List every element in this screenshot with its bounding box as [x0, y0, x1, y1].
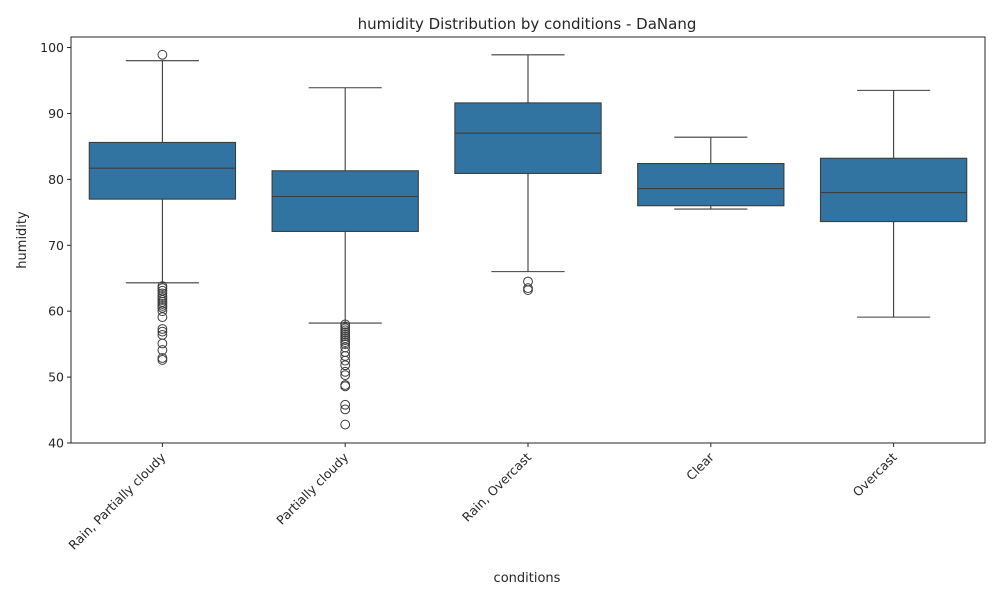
- y-tick-label: 80: [48, 172, 64, 187]
- outlier-point: [340, 355, 351, 366]
- outlier-point: [157, 355, 168, 365]
- outlier-point: [340, 399, 351, 410]
- x-tick-label: Clear: [683, 449, 717, 483]
- x-axis: Rain, Partially cloudy Partially cloudy Ra…: [65, 443, 900, 553]
- outlier-point: [157, 326, 168, 337]
- y-axis: 40 50 60 70 80 90 100: [40, 40, 71, 451]
- box-group: [271, 87, 419, 430]
- y-tick-label: 40: [48, 436, 64, 451]
- outlier-point: [340, 370, 351, 381]
- outlier-point: [523, 283, 533, 294]
- box-group: [454, 54, 602, 295]
- plot-area: [88, 49, 968, 430]
- box-group: [88, 49, 237, 365]
- box-iqr: [88, 141, 237, 200]
- y-tick-label: 90: [48, 106, 64, 121]
- box-iqr: [819, 157, 968, 223]
- y-tick-label: 60: [48, 304, 64, 319]
- outlier-point: [157, 345, 168, 355]
- outlier-point: [340, 360, 351, 371]
- outlier-point: [340, 404, 351, 415]
- outlier-point: [157, 306, 168, 317]
- outlier-point: [157, 49, 168, 60]
- box-group: [637, 136, 785, 210]
- outlier-point: [523, 285, 533, 295]
- chart-title: humidity Distribution by conditions - Da…: [358, 15, 697, 33]
- outlier-point: [340, 366, 351, 377]
- outlier-point: [157, 324, 168, 334]
- y-tick-label: 50: [48, 370, 64, 385]
- x-tick-label: Partially cloudy: [273, 449, 351, 527]
- outlier-point: [340, 339, 351, 350]
- box-iqr: [271, 170, 419, 232]
- outlier-point: [157, 338, 168, 349]
- outlier-point: [157, 283, 168, 294]
- y-tick-label: 70: [48, 238, 64, 253]
- box-group: [819, 89, 968, 318]
- outlier-point: [340, 381, 351, 392]
- x-axis-label: conditions: [494, 571, 561, 586]
- x-tick-label: Overcast: [850, 449, 900, 499]
- box-iqr: [637, 162, 785, 207]
- outlier-point: [340, 419, 351, 430]
- x-tick-label: Rain, Partially cloudy: [65, 449, 169, 553]
- y-tick-label: 100: [40, 40, 64, 55]
- y-axis-label: humidity: [15, 211, 30, 269]
- box-iqr: [454, 102, 602, 174]
- outlier-point: [157, 312, 168, 323]
- x-tick-label: Rain, Overcast: [459, 449, 534, 524]
